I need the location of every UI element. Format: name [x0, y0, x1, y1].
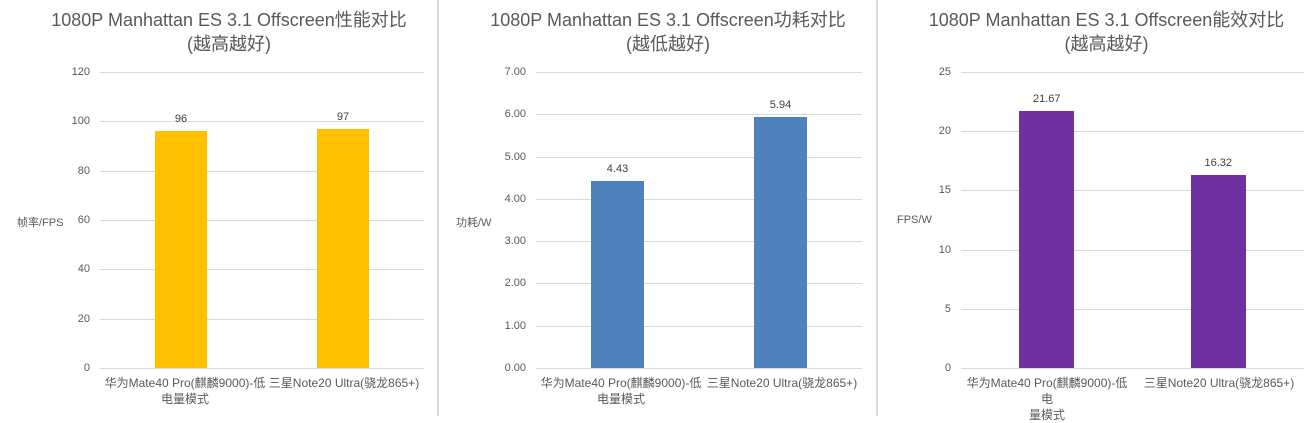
chart-title-sub: (越高越好)	[1064, 34, 1149, 54]
gridline	[536, 198, 862, 200]
chart-title-main: 1080P Manhattan ES 3.1 Offscreen性能对比	[51, 10, 407, 30]
x-category-line: 三星Note20 Ultra(骁龙865+)	[268, 376, 420, 390]
x-category-label: 华为Mate40 Pro(麒麟9000)-低电 量模式	[961, 375, 1133, 423]
x-category-line: 三星Note20 Ultra(骁龙865+)	[706, 376, 858, 390]
x-category-line: 华为Mate40 Pro(麒麟9000)-低电	[966, 376, 1128, 406]
x-category-line: 华为Mate40 Pro(麒麟9000)-低	[104, 376, 266, 390]
chart-title-sub: (越低越好)	[626, 34, 710, 54]
gridline	[961, 72, 1304, 73]
gridline	[100, 368, 424, 369]
gridline	[100, 220, 424, 221]
y-tick-label: 4.00	[504, 192, 526, 205]
data-label: 21.67	[1032, 93, 1061, 106]
data-label: 16.32	[1204, 156, 1233, 169]
x-category-line: 电量模式	[160, 392, 209, 406]
chart-title-main: 1080P Manhattan ES 3.1 Offscreen功耗对比	[490, 10, 846, 30]
gridline	[536, 72, 862, 73]
chart-title-sub: (越高越好)	[187, 34, 271, 54]
gridline	[100, 72, 424, 73]
y-axis-title: 功耗/W	[456, 217, 492, 229]
y-tick-label: 6.00	[504, 108, 526, 121]
bar[interactable]	[1190, 174, 1246, 368]
x-category-label: 三星Note20 Ultra(骁龙865+)	[264, 375, 424, 391]
gridline	[961, 249, 1304, 251]
x-category-line: 量模式	[1028, 408, 1065, 422]
y-tick-label: 5.00	[504, 150, 526, 163]
y-tick-label: 20	[938, 125, 951, 138]
gridline	[961, 131, 1304, 133]
bar[interactable]	[317, 128, 369, 368]
gridline	[961, 190, 1304, 192]
panel-divider	[437, 0, 439, 416]
y-tick-label: 40	[77, 263, 90, 276]
chart-title: 1080P Manhattan ES 3.1 Offscreen功耗对比 (越低…	[459, 8, 877, 56]
gridline	[100, 121, 424, 123]
chart-title-main: 1080P Manhattan ES 3.1 Offscreen能效对比	[928, 10, 1285, 30]
gridline	[100, 269, 424, 271]
x-category-label: 华为Mate40 Pro(麒麟9000)-低 电量模式	[100, 375, 270, 407]
y-tick-label: 5	[944, 302, 951, 315]
data-label: 96	[174, 113, 188, 126]
y-tick-label: 0	[83, 362, 90, 374]
y-tick-label: 0	[944, 362, 951, 374]
y-tick-label: 7.00	[504, 66, 526, 78]
chart-title: 1080P Manhattan ES 3.1 Offscreen能效对比 (越高…	[898, 8, 1315, 56]
gridline	[100, 170, 424, 172]
bar[interactable]	[591, 180, 644, 368]
y-tick-label: 2.00	[504, 277, 526, 290]
data-label: 97	[336, 110, 350, 123]
x-category-line: 电量模式	[596, 392, 645, 406]
gridline	[100, 318, 424, 320]
x-category-line: 三星Note20 Ultra(骁龙865+)	[1143, 376, 1295, 390]
chart-panel-power: 1080P Manhattan ES 3.1 Offscreen功耗对比 (越低…	[439, 0, 877, 416]
gridline	[536, 368, 862, 369]
panel-divider	[876, 0, 878, 416]
bar[interactable]	[1019, 111, 1075, 368]
bar[interactable]	[155, 131, 207, 368]
chart-panel-performance: 1080P Manhattan ES 3.1 Offscreen性能对比 (越高…	[0, 0, 438, 416]
gridline	[961, 368, 1304, 369]
gridline	[536, 156, 862, 158]
x-category-label: 三星Note20 Ultra(骁龙865+)	[1133, 375, 1305, 391]
y-tick-label: 0.00	[504, 362, 526, 374]
y-tick-label: 1.00	[504, 319, 526, 332]
y-tick-label: 100	[71, 115, 90, 128]
gridline	[536, 283, 862, 285]
y-tick-label: 120	[71, 66, 90, 78]
bar[interactable]	[754, 116, 807, 368]
plot-area: 0 20 40 60 80 100 120 96 97	[72, 66, 424, 374]
x-category-label: 三星Note20 Ultra(骁龙865+)	[701, 375, 863, 391]
y-tick-label: 3.00	[504, 235, 526, 248]
y-axis-title: 帧率/FPS	[17, 217, 64, 229]
chart-title: 1080P Manhattan ES 3.1 Offscreen性能对比 (越高…	[20, 8, 438, 56]
y-tick-label: 10	[938, 243, 951, 256]
y-axis-title: FPS/W	[897, 214, 932, 226]
gridline	[536, 114, 862, 116]
gridline	[961, 308, 1304, 310]
y-tick-label: 60	[77, 214, 90, 226]
data-label: 5.94	[769, 98, 792, 111]
y-tick-label: 20	[77, 312, 90, 325]
data-label: 4.43	[606, 162, 629, 175]
gridline	[536, 241, 862, 243]
plot-area: 0.00 1.00 2.00 3.00 4.00 5.00 6.00 7.00 4.43 5.94	[505, 66, 862, 374]
chart-panel-efficiency: 1080P Manhattan ES 3.1 Offscreen能效对比 (越高…	[878, 0, 1315, 422]
y-tick-label: 15	[938, 184, 951, 197]
gridline	[536, 325, 862, 327]
plot-area: 0 5 10 15 20 25 21.67 16.32	[939, 66, 1304, 374]
y-tick-label: 80	[77, 164, 90, 177]
x-category-line: 华为Mate40 Pro(麒麟9000)-低	[540, 376, 702, 390]
x-category-label: 华为Mate40 Pro(麒麟9000)-低 电量模式	[536, 375, 706, 407]
y-tick-label: 25	[938, 66, 951, 78]
